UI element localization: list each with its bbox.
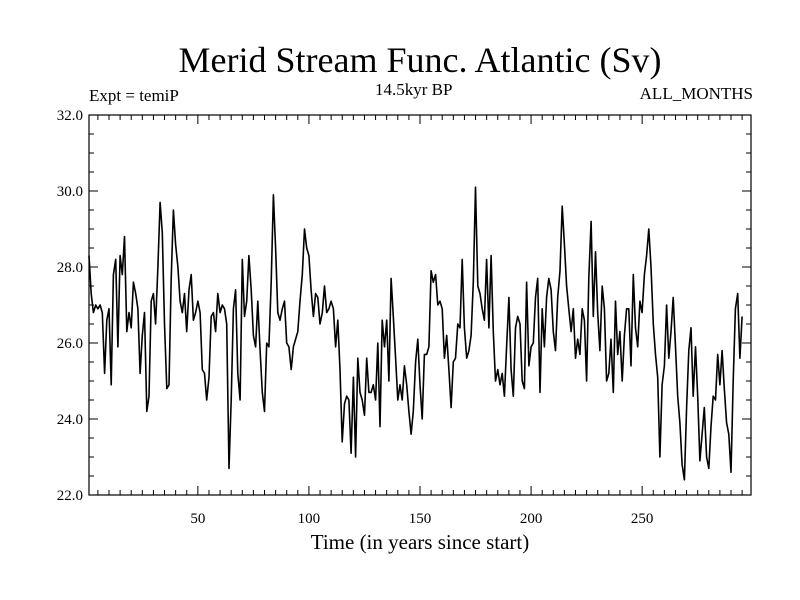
- x-tick-label: 150: [409, 511, 432, 527]
- period-label: 14.5kyr BP: [375, 80, 453, 99]
- months-label: ALL_MONTHS: [639, 84, 753, 103]
- y-tick-label: 22.0: [57, 488, 83, 504]
- axis-ticks: [89, 115, 751, 495]
- x-tick-label: 100: [298, 511, 321, 527]
- y-tick-label: 32.0: [57, 108, 83, 124]
- x-tick-label: 250: [631, 511, 654, 527]
- y-tick-label: 24.0: [57, 412, 83, 428]
- experiment-label: Expt = temiP: [89, 86, 179, 105]
- x-tick-label: 50: [190, 511, 205, 527]
- x-tick-label: 200: [520, 511, 543, 527]
- y-tick-label: 28.0: [57, 260, 83, 276]
- plot-frame: [88, 114, 752, 496]
- tick-labels: 50 100 150 200 250 22.0 24.0 26.0 28.0 30.0 32.0: [57, 108, 654, 527]
- x-axis-label: Time (in years since start): [311, 530, 530, 554]
- series-layer: [88, 186, 743, 481]
- y-tick-label: 26.0: [57, 336, 83, 352]
- y-tick-label: 30.0: [57, 184, 83, 200]
- chart-title: Merid Stream Func. Atlantic (Sv): [178, 40, 662, 80]
- series-line: [88, 186, 743, 481]
